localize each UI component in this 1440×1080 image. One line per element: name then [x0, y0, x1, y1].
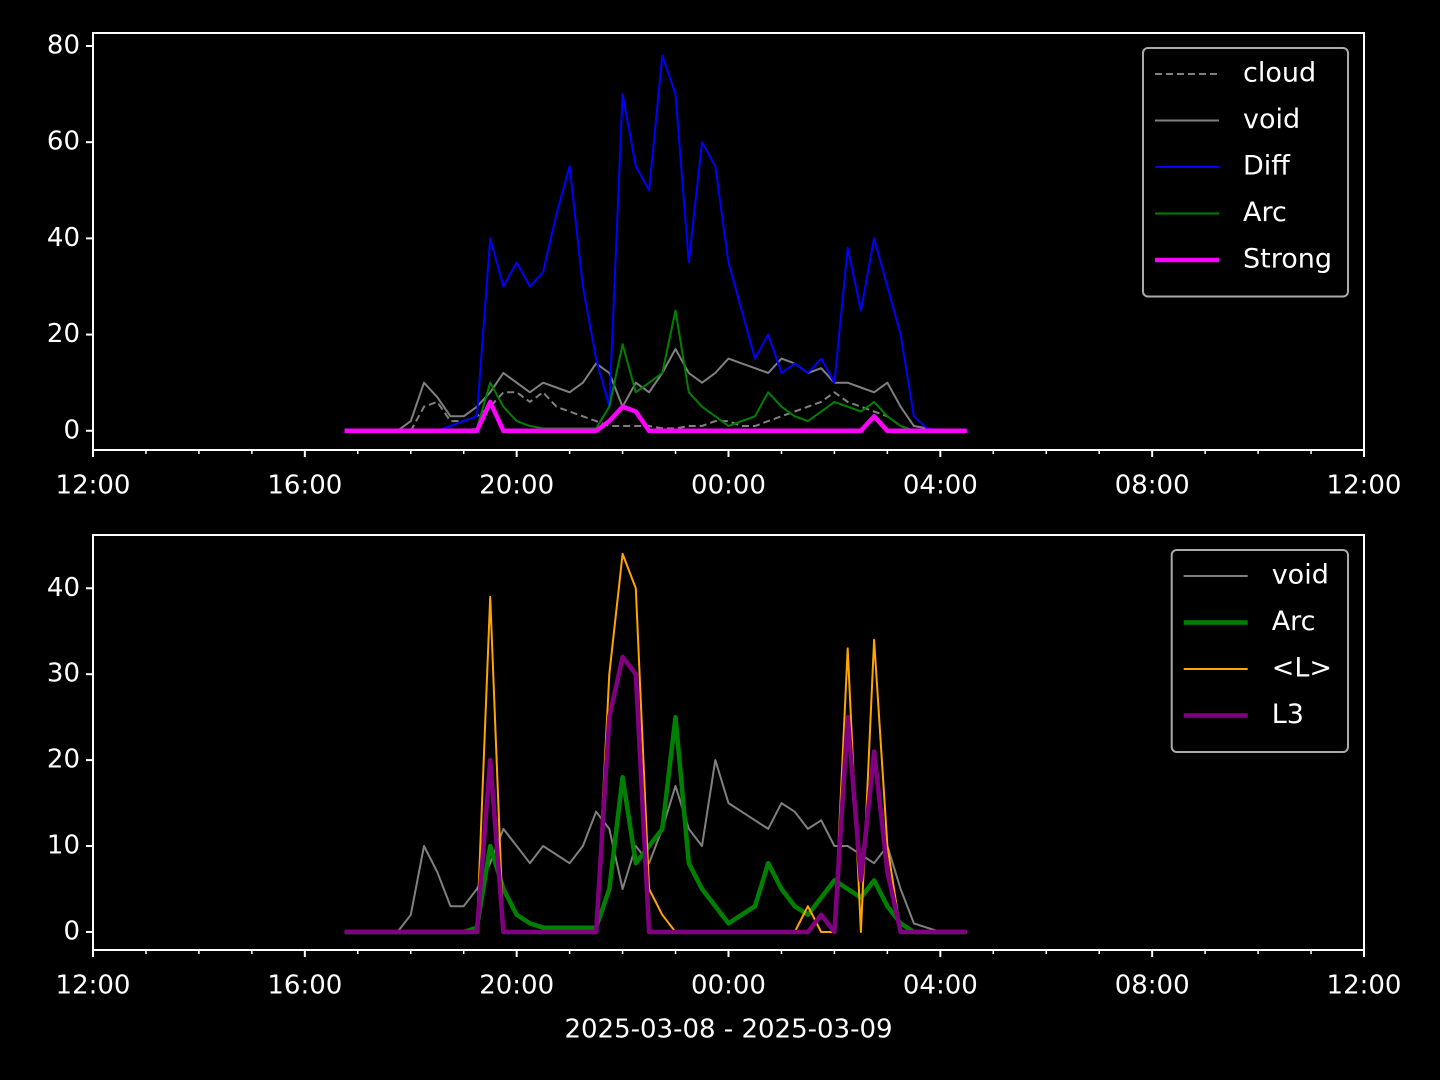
y-tick-label: 60 [47, 127, 80, 157]
x-tick-label: 00:00 [691, 471, 766, 501]
series-line [344, 399, 967, 434]
legend-label: L3 [1272, 699, 1304, 730]
legend-label: void [1272, 560, 1329, 591]
series-line [344, 348, 967, 432]
legend-label: <L> [1272, 653, 1332, 684]
legend-box [1170, 549, 1349, 753]
y-tick-label: 30 [47, 659, 80, 689]
x-tick-label: 12:00 [56, 971, 131, 1001]
legend-label: void [1243, 104, 1300, 135]
y-tick-label: 20 [47, 745, 80, 775]
x-tick-label: 20:00 [479, 971, 554, 1001]
series-line [344, 654, 967, 935]
x-tick-label: 12:00 [1327, 471, 1402, 501]
y-tick-label: 10 [47, 831, 80, 861]
series-line [344, 309, 967, 432]
x-tick-label: 08:00 [1115, 971, 1190, 1001]
series-line [344, 391, 967, 432]
legend-label: Arc [1272, 606, 1316, 637]
legend: cloud void Diff Arc Strong [1141, 47, 1349, 298]
x-tick-label: 12:00 [56, 471, 131, 501]
y-tick-label: 40 [47, 223, 80, 253]
x-tick-label: 08:00 [1115, 471, 1190, 501]
x-tick-label: 12:00 [1327, 971, 1402, 1001]
y-tick-label: 0 [63, 415, 80, 445]
x-tick-label: 16:00 [267, 971, 342, 1001]
series-line [344, 759, 967, 933]
y-tick-label: 40 [47, 573, 80, 603]
legend-label: Arc [1243, 197, 1287, 228]
y-tick-label: 80 [47, 30, 80, 60]
legend-label: Diff [1243, 151, 1291, 182]
legend-box [1141, 47, 1349, 298]
series-line [344, 54, 967, 432]
x-tick-label: 04:00 [903, 471, 978, 501]
y-tick-label: 20 [47, 319, 80, 349]
legend: void Arc <L> L3 [1170, 549, 1349, 753]
legend-label: cloud [1243, 58, 1316, 89]
x-tick-label: 20:00 [479, 471, 554, 501]
x-axis-label: 2025-03-08 - 2025-03-09 [564, 1015, 892, 1045]
x-tick-label: 16:00 [267, 471, 342, 501]
x-tick-label: 04:00 [903, 971, 978, 1001]
y-tick-label: 0 [63, 916, 80, 946]
x-tick-label: 00:00 [691, 971, 766, 1001]
legend-label: Strong [1243, 244, 1332, 275]
